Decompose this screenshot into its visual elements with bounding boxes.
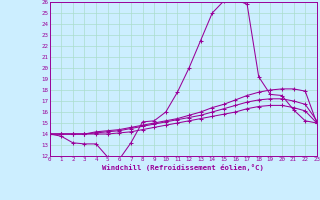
X-axis label: Windchill (Refroidissement éolien,°C): Windchill (Refroidissement éolien,°C) (102, 164, 264, 171)
